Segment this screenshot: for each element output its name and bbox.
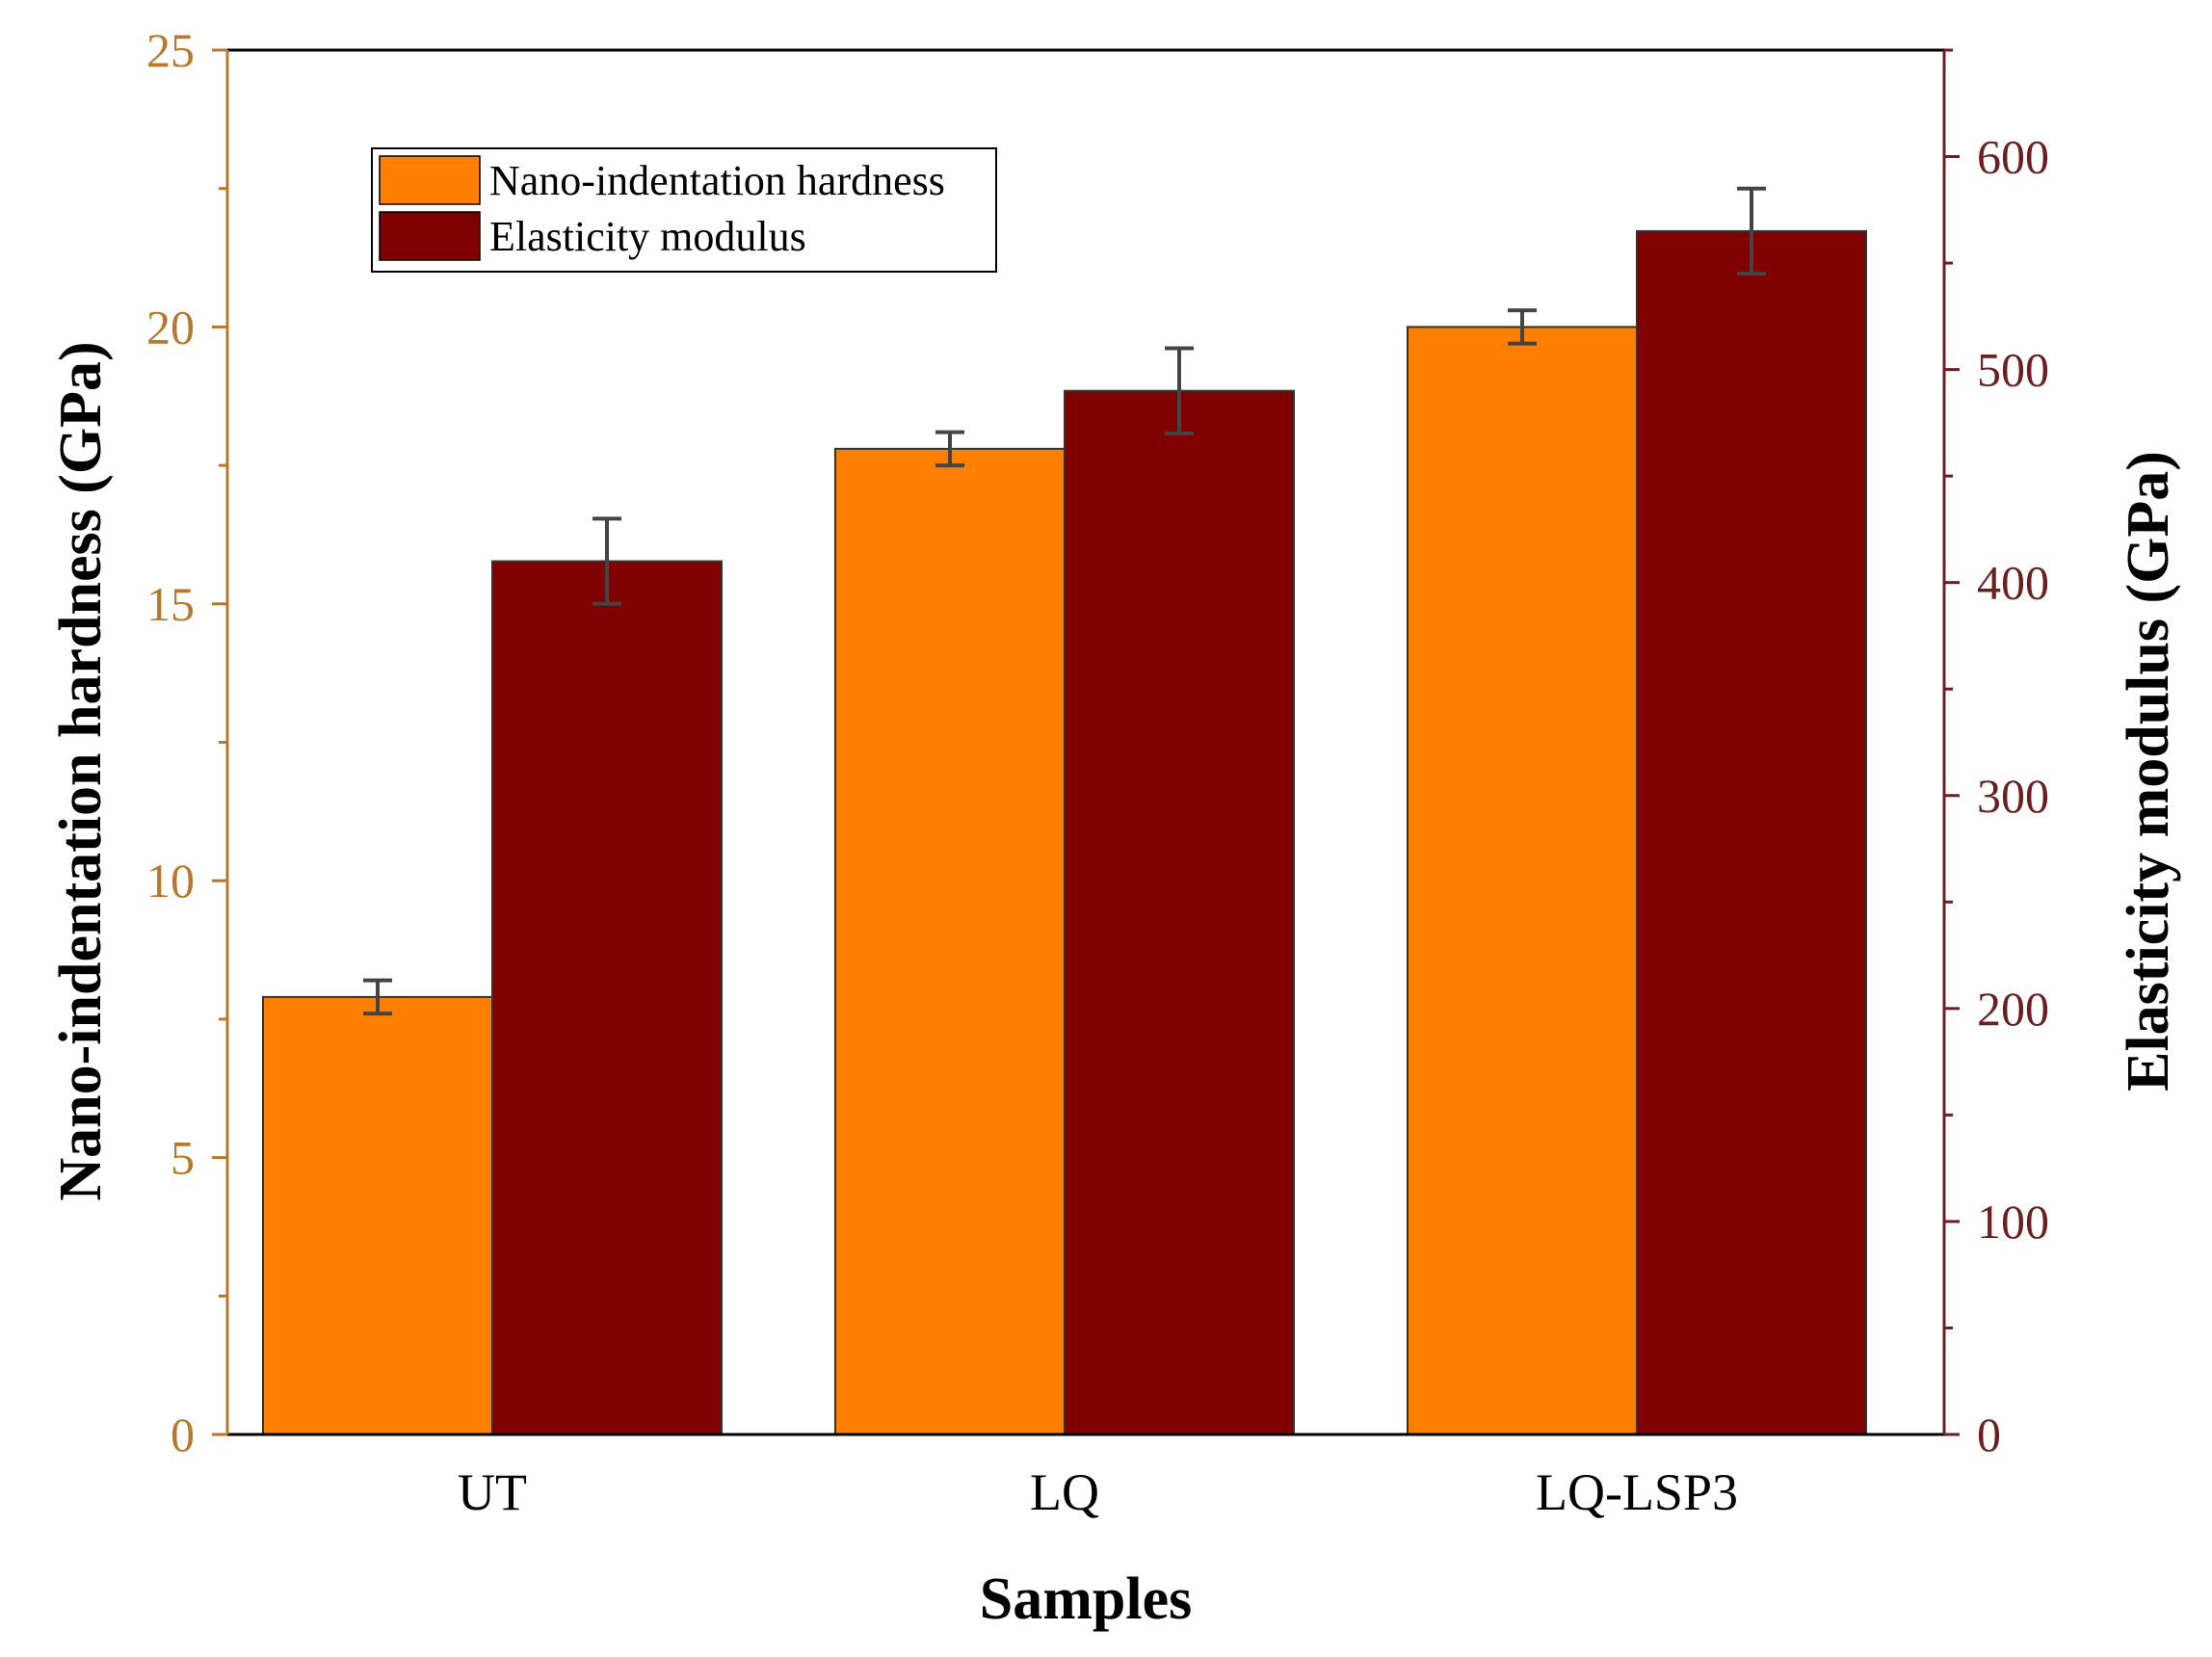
right-tick-label: 200 bbox=[1977, 982, 2049, 1036]
right-tick-label: 400 bbox=[1977, 556, 2049, 610]
legend-swatch-hardness bbox=[379, 155, 481, 205]
left-tick-label: 25 bbox=[146, 23, 195, 77]
x-axis-title: Samples bbox=[980, 1566, 1192, 1632]
right-tick-label: 300 bbox=[1977, 769, 2049, 823]
x-tick-label: LQ-LSP3 bbox=[1536, 1463, 1738, 1521]
bar-hardness-UT bbox=[262, 995, 493, 1435]
left-tick-label: 10 bbox=[146, 854, 195, 907]
right-tick-label: 0 bbox=[1977, 1407, 2001, 1461]
left-tick-label: 0 bbox=[171, 1407, 195, 1461]
x-tick-label: LQ bbox=[1030, 1463, 1099, 1521]
right-tick-label: 100 bbox=[1977, 1195, 2049, 1249]
bar-modulus-LQ-LSP3 bbox=[1636, 229, 1867, 1435]
left-tick-label: 20 bbox=[146, 300, 195, 354]
legend-label-hardness: Nano-indentation hardness bbox=[489, 157, 945, 204]
bar-modulus-LQ bbox=[1064, 389, 1295, 1436]
right-y-axis-title: Elasticity modulus (GPa) bbox=[2116, 451, 2181, 1092]
legend: Nano-indentation hardness Elasticity mod… bbox=[371, 147, 997, 273]
legend-label-modulus: Elasticity modulus bbox=[489, 213, 806, 260]
right-tick-label: 600 bbox=[1977, 130, 2049, 184]
bars-layer bbox=[262, 229, 1867, 1436]
bar-hardness-LQ bbox=[834, 447, 1066, 1435]
legend-swatch-modulus bbox=[379, 211, 481, 261]
left-tick-label: 15 bbox=[146, 577, 195, 631]
right-tick-label: 500 bbox=[1977, 343, 2049, 397]
x-axis: UT LQ LQ-LSP3 bbox=[458, 1463, 1738, 1521]
x-tick-label: UT bbox=[458, 1463, 527, 1521]
left-tick-label: 5 bbox=[171, 1131, 195, 1185]
right-axis: 0 100 200 300 400 500 600 bbox=[1942, 48, 2049, 1461]
bar-hardness-LQ-LSP3 bbox=[1407, 326, 1638, 1435]
left-y-axis-title: Nano-indentation hardness (GPa) bbox=[48, 341, 114, 1200]
left-axis: 0 5 10 15 20 25 bbox=[146, 23, 229, 1461]
bar-modulus-UT bbox=[491, 560, 723, 1435]
error-bars-layer bbox=[363, 186, 1766, 1016]
